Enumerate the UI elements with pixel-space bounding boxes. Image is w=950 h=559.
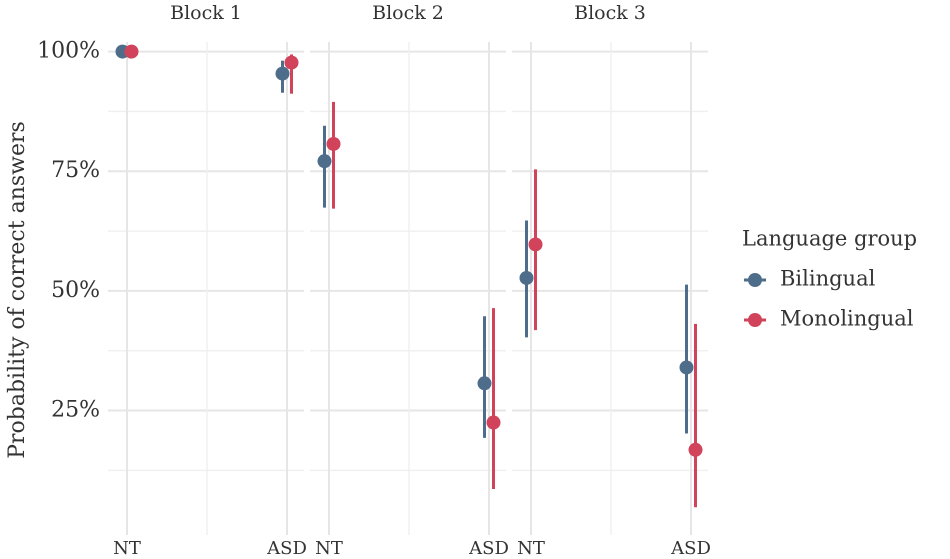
point (519, 270, 534, 285)
point (326, 136, 341, 151)
point (124, 44, 139, 59)
point (477, 376, 492, 391)
point (679, 360, 694, 375)
point (284, 55, 299, 70)
point (486, 415, 501, 430)
facet-title: Block 2 (372, 2, 444, 24)
y-tick-label: 100% (37, 39, 100, 64)
y-tick-label: 75% (51, 158, 100, 183)
legend-key (748, 273, 762, 287)
facet-title: Block 3 (574, 2, 646, 24)
point (688, 442, 703, 457)
y-axis-label: Probability of correct answers (5, 121, 30, 459)
x-tick-label: ASD (266, 538, 307, 559)
x-tick-label: NT (517, 538, 545, 559)
y-tick-label: 50% (51, 278, 100, 303)
legend-label: Monolingual (780, 307, 914, 331)
legend-title: Language group (742, 227, 917, 251)
x-tick-label: ASD (670, 538, 711, 559)
x-tick-label: ASD (468, 538, 509, 559)
point (317, 154, 332, 169)
point (528, 237, 543, 252)
point (275, 66, 290, 81)
x-tick-label: NT (315, 538, 343, 559)
y-tick-label: 25% (51, 398, 100, 423)
x-tick-label: NT (113, 538, 141, 559)
legend-key (748, 313, 762, 327)
legend-label: Bilingual (780, 267, 876, 291)
facet-title: Block 1 (170, 2, 242, 24)
